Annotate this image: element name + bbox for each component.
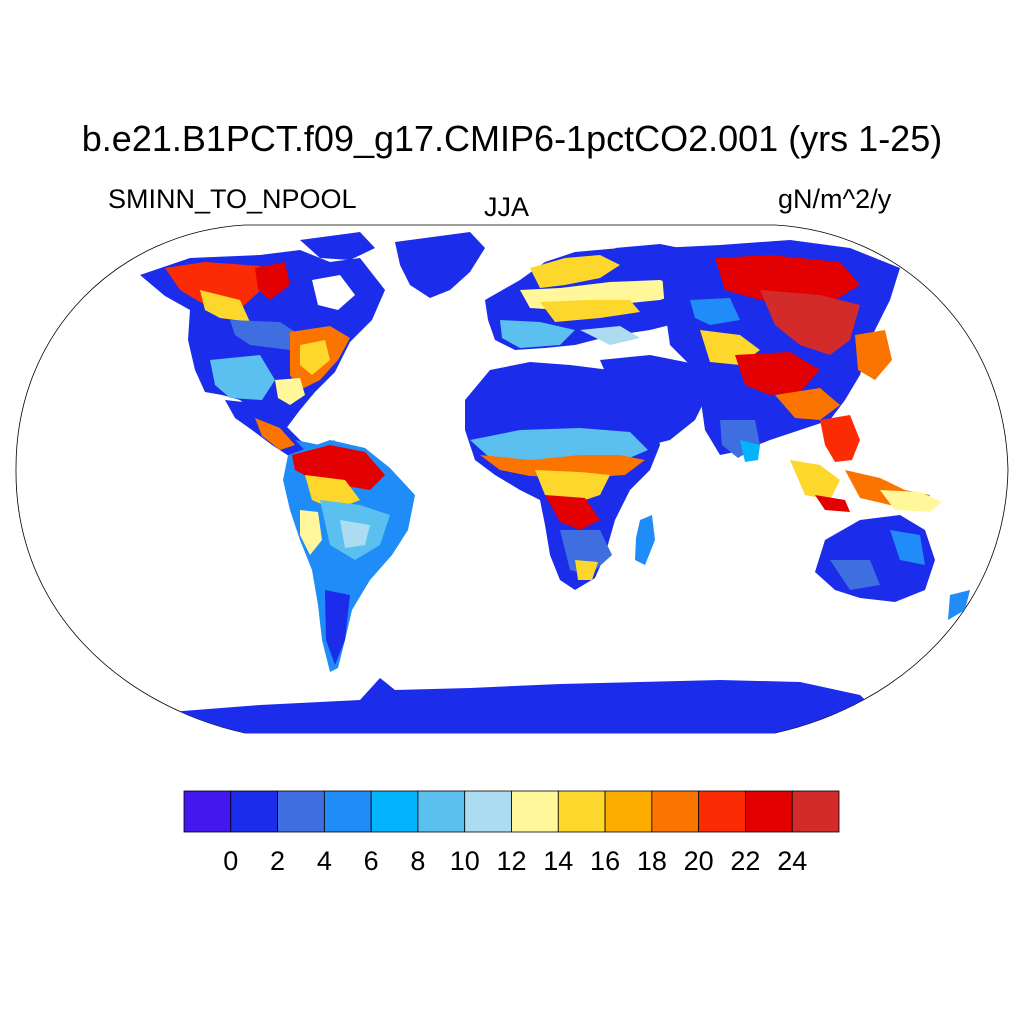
colorbar-tick-label: 12 [496, 846, 526, 876]
colorbar-tick-label: 4 [317, 846, 332, 876]
colorbar: 0 2 4 6 8 10 12 14 16 18 20 22 24 [183, 790, 840, 876]
middle-east [600, 355, 710, 445]
plot-title: b.e21.B1PCT.f09_g17.CMIP6-1pctCO2.001 (y… [81, 118, 943, 159]
colorbar-tick-label: 20 [684, 846, 714, 876]
colorbar-swatch [183, 790, 232, 833]
colorbar-swatch [370, 790, 419, 833]
colorbar-swatch [604, 790, 653, 833]
colorbar-swatch [417, 790, 466, 833]
colorbar-tick-label: 0 [223, 846, 238, 876]
colorbar-swatch [745, 790, 793, 833]
colorbar-tick-label: 2 [270, 846, 285, 876]
colorbar-swatch [511, 790, 559, 833]
asia [660, 240, 900, 462]
north-america [140, 232, 485, 430]
units-label: gN/m^2/y [778, 184, 892, 214]
colorbar-tick-label: 6 [364, 846, 379, 876]
season-label: JJA [484, 192, 530, 222]
colorbar-swatch [698, 790, 746, 833]
europe [485, 244, 710, 350]
world-map [15, 224, 1009, 734]
colorbar-swatch [277, 790, 325, 833]
colorbar-tick-label: 8 [410, 846, 425, 876]
colorbar-swatch [651, 790, 700, 833]
colorbar-tick-label: 16 [590, 846, 620, 876]
colorbar-swatch [464, 790, 512, 833]
colorbar-swatch [791, 790, 840, 833]
colorbar-swatch [230, 790, 278, 833]
colorbar-tick-label: 10 [450, 846, 480, 876]
southeast-asia [790, 415, 942, 512]
colorbar-tick-label: 24 [777, 846, 807, 876]
colorbar-tick-label: 18 [637, 846, 667, 876]
australia [815, 515, 970, 620]
colorbar-tick-label: 22 [730, 846, 760, 876]
south-america [283, 440, 415, 672]
africa [465, 362, 660, 590]
colorbar-swatch [557, 790, 606, 833]
colorbar-tick-label: 14 [543, 846, 573, 876]
colorbar-swatch [323, 790, 372, 833]
variable-label: SMINN_TO_NPOOL [108, 184, 357, 214]
antarctica [120, 678, 900, 733]
